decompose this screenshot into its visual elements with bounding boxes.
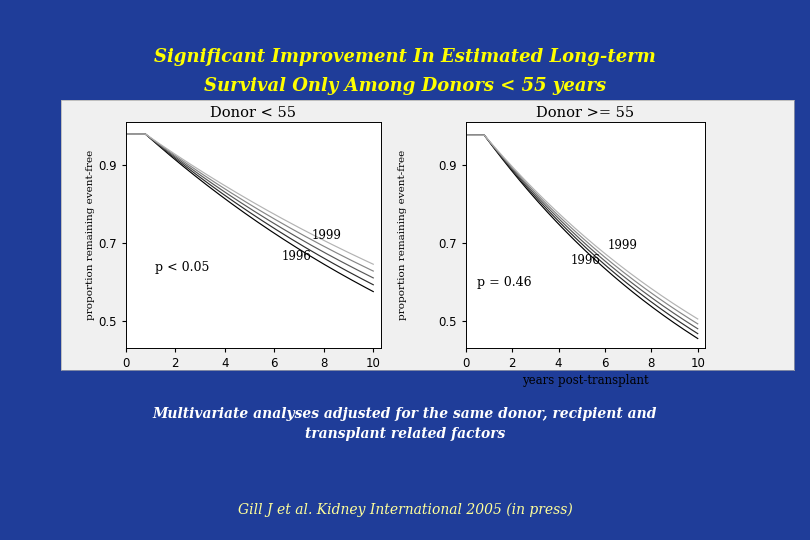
Text: Survival Only Among Donors < 55 years: Survival Only Among Donors < 55 years [204,77,606,96]
Text: proportion remaining event-free: proportion remaining event-free [398,150,407,320]
Text: 1999: 1999 [608,239,637,252]
Text: 1999: 1999 [311,229,341,242]
Text: 1996: 1996 [282,249,312,262]
Text: 1996: 1996 [570,254,600,267]
Text: Significant Improvement In Estimated Long-term: Significant Improvement In Estimated Lon… [154,48,656,66]
Title: Donor < 55: Donor < 55 [210,106,296,120]
Y-axis label: proportion remaining event-free: proportion remaining event-free [86,150,95,320]
X-axis label: years post-transplant: years post-transplant [522,375,649,388]
Title: Donor >= 55: Donor >= 55 [536,106,634,120]
Text: Multivariate analyses adjusted for the same donor, recipient and
transplant rela: Multivariate analyses adjusted for the s… [153,407,657,441]
Text: p = 0.46: p = 0.46 [477,276,532,289]
Text: p < 0.05: p < 0.05 [156,261,210,274]
Text: Gill J et al. Kidney International 2005 (in press): Gill J et al. Kidney International 2005 … [237,503,573,517]
